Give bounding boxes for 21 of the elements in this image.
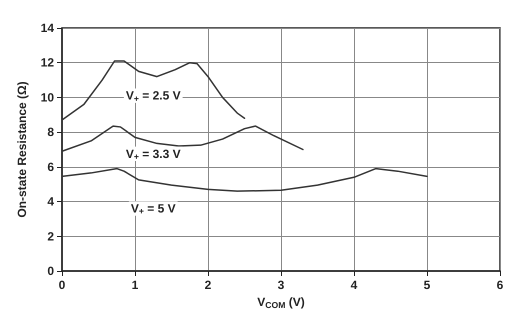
x-tick-label: 2	[204, 278, 212, 292]
series-label: V+ = 3.3 V	[126, 146, 181, 162]
y-tick-label: 8	[47, 125, 54, 140]
line-series	[61, 168, 428, 192]
y-tick-label: 4	[47, 194, 54, 209]
y-tick-label: 10	[40, 90, 54, 104]
x-tick-label: 3	[278, 278, 285, 292]
y-tick-label: 14	[40, 21, 54, 35]
x-tick-label: 5	[424, 278, 431, 292]
y-tick-label: 6	[47, 160, 54, 174]
y-tick-label: 12	[40, 56, 54, 70]
x-tick-label: 0	[58, 278, 66, 292]
y-tick-label: 0	[47, 264, 54, 278]
line-series	[61, 60, 246, 121]
x-tick-label: 6	[496, 278, 504, 292]
y-tick-label: 2	[47, 229, 54, 244]
series-label: V+ = 2.5 V	[126, 88, 181, 104]
y-axis-title: On-state Resistance (Ω)	[15, 81, 29, 218]
series-label: V+ = 5 V	[130, 202, 176, 216]
x-tick-label: 4	[350, 278, 358, 292]
x-tick-label: 1	[132, 278, 139, 292]
